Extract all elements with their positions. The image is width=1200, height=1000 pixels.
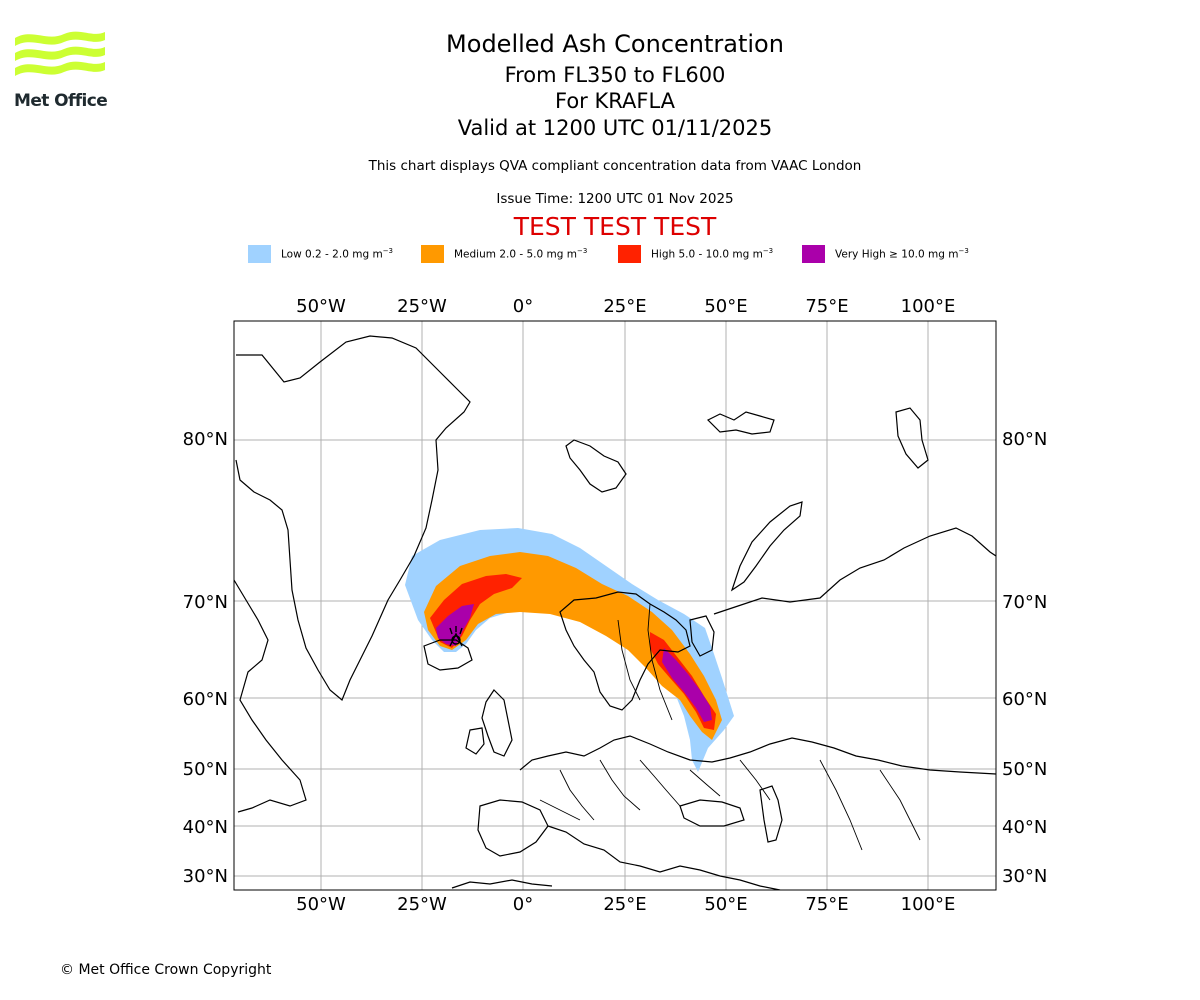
kola-coast <box>689 615 715 657</box>
legend-item-high: High 5.0 - 10.0 mg m−3 <box>618 244 773 264</box>
caspian-coast <box>759 785 783 843</box>
novaya-zemlya-coast <box>730 501 803 592</box>
lon-label-top: 25°W <box>397 296 447 317</box>
severnaya-coast <box>895 407 929 469</box>
legend-swatch-low <box>248 245 271 263</box>
lat-label-right: 50°N <box>1002 759 1047 780</box>
logo-text: Met Office <box>14 91 108 111</box>
svalbard-coast <box>565 439 627 493</box>
ash-medium-region <box>424 552 722 740</box>
north-america-coast <box>234 579 307 813</box>
legend-item-low: Low 0.2 - 2.0 mg m−3 <box>248 244 393 264</box>
lat-label-left: 80°N <box>183 429 228 450</box>
lon-label-bottom: 75°E <box>805 894 848 915</box>
map-frame <box>233 320 997 891</box>
chart-title: Modelled Ash Concentration <box>446 30 784 58</box>
legend-swatch-medium <box>421 245 444 263</box>
lon-label-bottom: 100°E <box>901 894 956 915</box>
lon-label-top: 75°E <box>805 296 848 317</box>
lon-label-bottom: 50°E <box>704 894 747 915</box>
mediterranean-coast <box>547 825 781 890</box>
greenland-coast <box>235 335 471 701</box>
flight-levels: From FL350 to FL600 <box>504 63 726 87</box>
lat-label-right: 30°N <box>1002 866 1047 887</box>
legend-label-medium: Medium 2.0 - 5.0 mg m−3 <box>454 247 588 261</box>
legend-swatch-high <box>618 245 641 263</box>
latitude-labels-right: 80°N 70°N 60°N 50°N 40°N 30°N <box>1002 429 1047 887</box>
legend-item-very-high: Very High ≥ 10.0 mg m−3 <box>802 244 969 264</box>
ireland-coast <box>465 727 485 755</box>
iberia-coast <box>477 799 549 857</box>
lon-label-top: 50°W <box>296 296 346 317</box>
africa-coast <box>451 879 553 889</box>
volcano-icon <box>449 626 463 647</box>
legend-label-low: Low 0.2 - 2.0 mg m−3 <box>281 247 394 261</box>
latitude-labels-left: 80°N 70°N 60°N 50°N 40°N 30°N <box>183 429 228 887</box>
valid-time: Valid at 1200 UTC 01/11/2025 <box>457 116 773 140</box>
volcano-name: For KRAFLA <box>555 89 675 113</box>
longitude-labels-bottom: 50°W 25°W 0° 25°E 50°E 75°E 100°E <box>296 894 955 915</box>
test-banner: TEST TEST TEST <box>513 212 717 241</box>
lat-label-right: 60°N <box>1002 689 1047 710</box>
scandinavia-coast <box>559 591 691 711</box>
ash-very-high-region <box>436 604 712 722</box>
lon-label-bottom: 25°W <box>397 894 447 915</box>
legend-swatch-very-high <box>802 245 825 263</box>
copyright: © Met Office Crown Copyright <box>60 962 272 978</box>
chart-description: This chart displays QVA compliant concen… <box>368 158 862 174</box>
iceland-coast <box>423 639 473 671</box>
coastlines <box>234 335 996 890</box>
lon-label-top: 0° <box>513 296 533 317</box>
lat-label-left: 60°N <box>183 689 228 710</box>
lon-label-bottom: 0° <box>513 894 533 915</box>
legend: Low 0.2 - 2.0 mg m−3 Medium 2.0 - 5.0 mg… <box>0 244 1200 264</box>
russia-arctic-coast <box>713 527 996 615</box>
black-sea-coast <box>679 799 745 827</box>
lat-label-left: 30°N <box>183 866 228 887</box>
lon-label-top: 100°E <box>901 296 956 317</box>
lat-label-right: 70°N <box>1002 592 1047 613</box>
lat-label-left: 40°N <box>183 817 228 838</box>
lon-label-top: 50°E <box>704 296 747 317</box>
franz-josef-coast <box>706 411 775 435</box>
lat-label-left: 70°N <box>183 592 228 613</box>
uk-coast <box>481 689 513 757</box>
lon-label-top: 25°E <box>603 296 646 317</box>
country-borders <box>539 603 921 851</box>
issue-time: Issue Time: 1200 UTC 01 Nov 2025 <box>496 191 734 207</box>
legend-label-very-high: Very High ≥ 10.0 mg m−3 <box>835 247 969 261</box>
met-office-logo-icon <box>15 31 105 76</box>
lat-label-right: 80°N <box>1002 429 1047 450</box>
lat-label-left: 50°N <box>183 759 228 780</box>
lon-label-bottom: 25°E <box>603 894 646 915</box>
legend-item-medium: Medium 2.0 - 5.0 mg m−3 <box>421 244 587 264</box>
lat-label-right: 40°N <box>1002 817 1047 838</box>
legend-label-high: High 5.0 - 10.0 mg m−3 <box>651 247 774 261</box>
lon-label-bottom: 50°W <box>296 894 346 915</box>
longitude-labels-top: 50°W 25°W 0° 25°E 50°E 75°E 100°E <box>296 296 955 317</box>
europe-coast <box>519 735 996 775</box>
